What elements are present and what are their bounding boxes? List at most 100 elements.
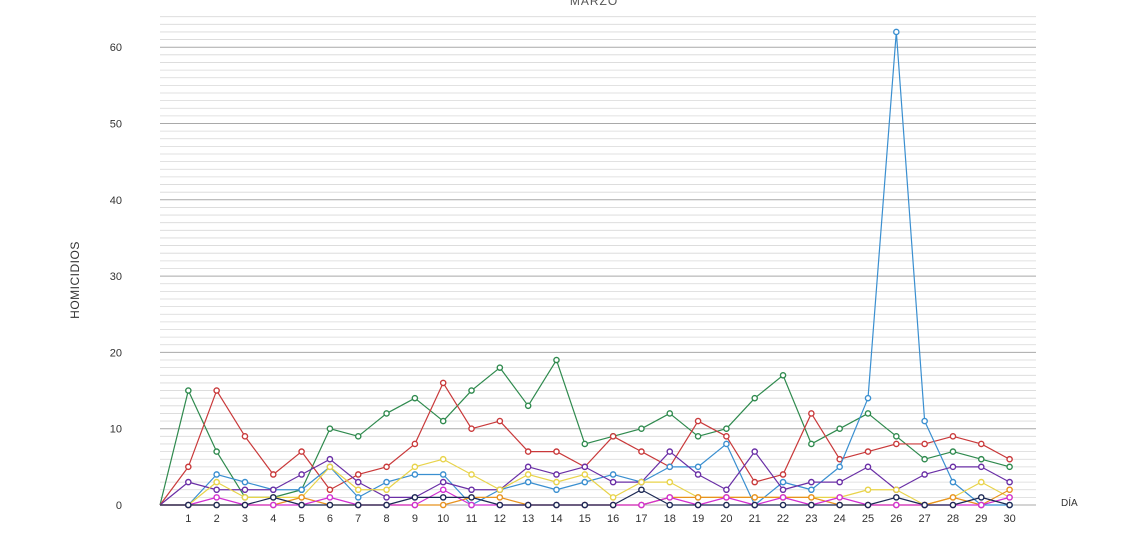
data-point [723,440,730,448]
data-point [864,394,872,402]
data-point [524,402,532,410]
data-point [411,501,419,509]
data-point [411,471,419,478]
x-tick-label: 26 [890,513,902,525]
data-point [779,486,787,494]
data-point [298,501,305,509]
data-point [694,471,702,478]
x-tick-label: 15 [579,513,591,525]
data-point [581,478,589,486]
data-point [694,494,702,501]
data-point [751,394,759,402]
data-point [1006,494,1013,501]
x-tick-label: 13 [522,513,534,525]
data-point [185,501,192,509]
data-point [439,379,447,387]
data-point [326,463,334,471]
x-tick-label: 14 [550,513,562,525]
data-point [241,486,249,494]
data-point [977,440,985,448]
data-point [298,448,305,455]
data-point [808,440,815,448]
data-point [666,410,674,417]
data-point [213,501,220,509]
data-point [383,463,390,471]
data-point [468,486,475,494]
data-point [977,501,985,509]
data-point [383,501,390,509]
data-point [241,501,249,509]
data-point [808,410,815,417]
data-point [723,433,730,440]
data-point [609,501,617,509]
data-point [354,471,362,478]
data-point [751,494,759,501]
x-tick-label: 18 [664,513,676,525]
x-tick-label: 21 [749,513,761,525]
data-point [496,494,504,501]
data-point [949,463,957,471]
data-point [808,494,815,501]
data-point [779,478,787,486]
data-point [185,463,192,471]
data-point [354,478,362,486]
data-point [213,478,220,486]
data-point [864,448,872,455]
data-point [864,410,872,417]
x-tick-label: 20 [720,513,732,525]
data-point [439,486,447,494]
data-point [553,448,560,455]
series-8 [160,486,1013,509]
x-tick-label: 25 [862,513,874,525]
data-point [213,486,220,494]
x-tick-label: 10 [437,513,449,525]
data-point [524,471,532,478]
data-point [723,425,730,433]
x-tick-label: 6 [327,513,333,525]
data-point [411,394,419,402]
y-axis-tick-labels: 0 10 20 30 40 50 60 [110,42,122,512]
data-point [468,387,475,394]
y-tick-label: 50 [110,119,122,131]
data-point [893,433,900,440]
data-point [808,501,815,509]
data-point [213,448,220,455]
data-point [524,501,532,509]
data-point [949,501,957,509]
data-point [921,501,928,509]
x-tick-label: 8 [383,513,389,525]
x-tick-label: 24 [834,513,846,525]
x-tick-label: 9 [412,513,418,525]
data-point [977,455,985,463]
data-point [213,387,220,394]
data-point [553,478,560,486]
data-point [666,463,674,471]
data-point [694,501,702,509]
data-point [468,425,475,433]
data-point [609,433,617,440]
x-tick-label: 1 [185,513,191,525]
x-tick-label: 3 [242,513,248,525]
data-point [298,486,305,494]
data-point [241,478,249,486]
data-point [723,501,730,509]
data-point [496,364,504,371]
data-point [326,494,334,501]
data-point [808,478,815,486]
data-point [439,494,447,501]
x-tick-label: 22 [777,513,789,525]
y-tick-label: 60 [110,42,122,54]
data-point [864,486,872,494]
x-tick-label: 12 [494,513,506,525]
data-point [553,501,560,509]
data-point [977,463,985,471]
data-point [893,494,900,501]
data-point [241,494,249,501]
y-tick-label: 10 [110,424,122,436]
data-point [666,478,674,486]
y-tick-label: 20 [110,347,122,359]
data-point [666,448,674,455]
data-point [751,478,759,486]
x-tick-label: 23 [805,513,817,525]
data-point [638,448,645,455]
